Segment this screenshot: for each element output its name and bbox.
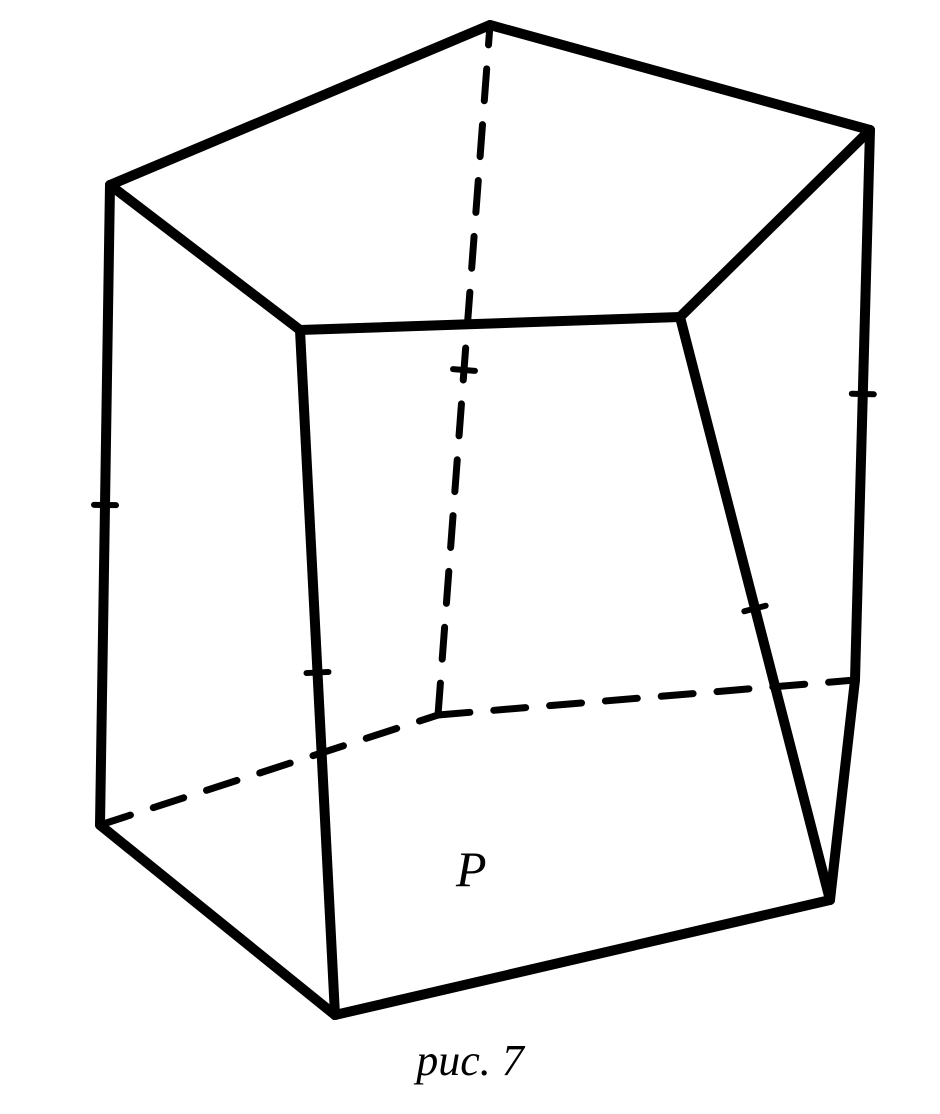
face-label: P	[456, 840, 487, 898]
prism-diagram: P рис. 7	[0, 0, 940, 1114]
prism-svg	[0, 0, 940, 1114]
figure-caption: рис. 7	[0, 1035, 940, 1086]
